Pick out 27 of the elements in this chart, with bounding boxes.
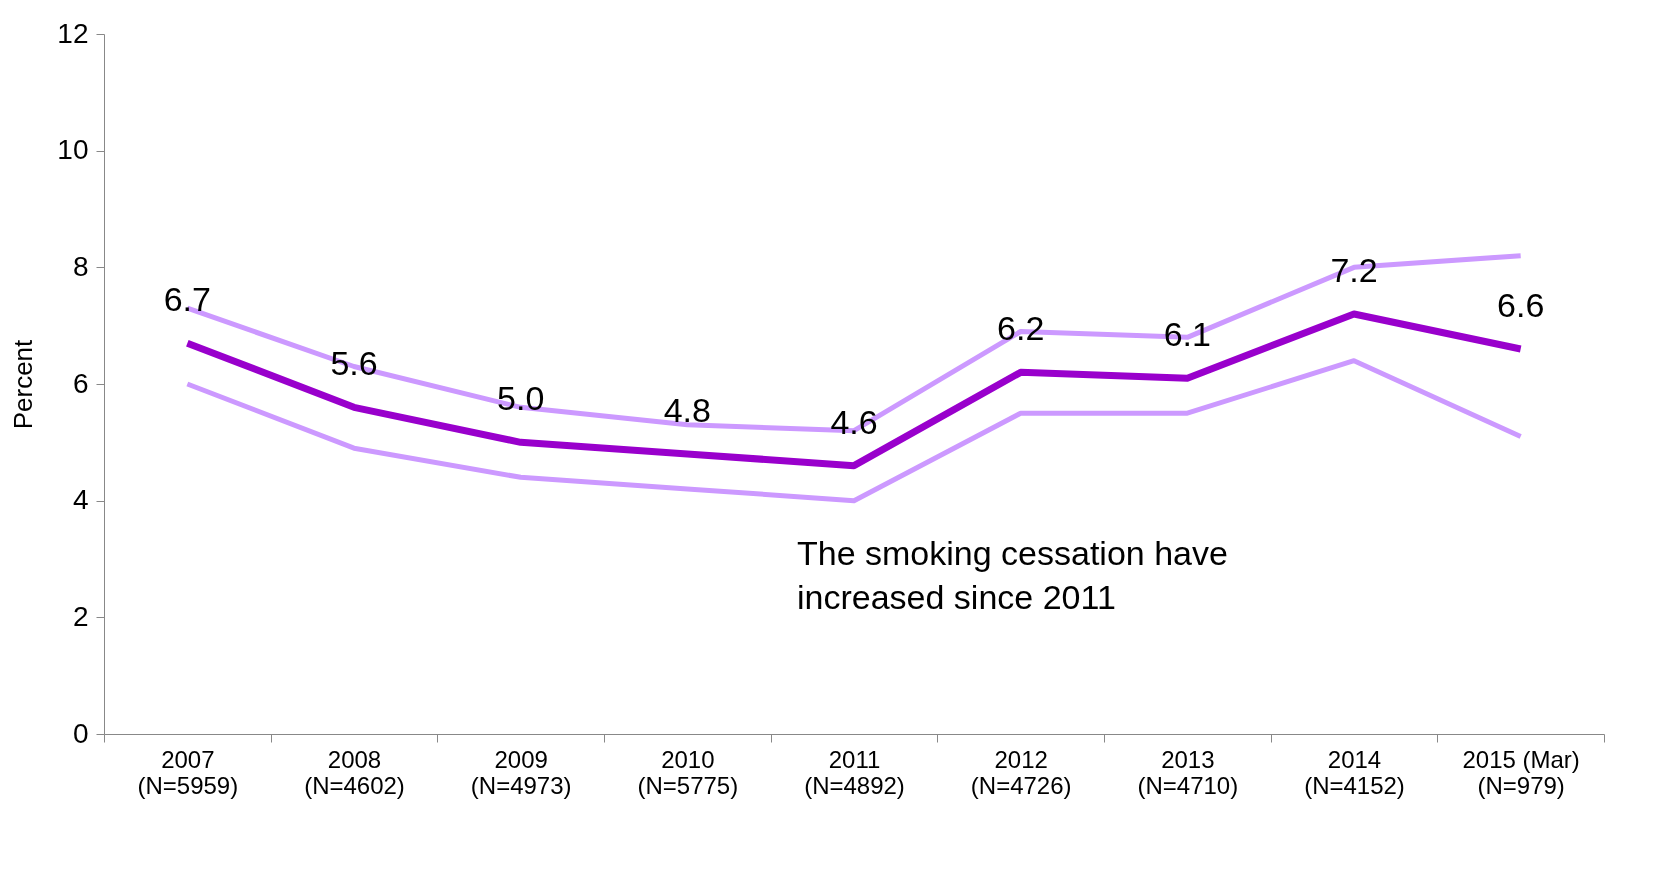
- data-label: 5.6: [330, 344, 378, 383]
- x-tick-label: 2010 (N=5775): [637, 745, 739, 799]
- x-tick-label: 2013 (N=4710): [1137, 745, 1239, 799]
- data-label: 6.6: [1497, 286, 1545, 324]
- data-label: 6.7: [163, 280, 211, 319]
- y-tick-label: 8: [72, 250, 89, 282]
- y-tick-label: 10: [57, 134, 89, 166]
- x-tick-label: 2008 (N=4602): [304, 745, 405, 799]
- y-tick-label: 6: [72, 367, 89, 399]
- annotation: The smoking cessation have increased since 2011: [797, 534, 1228, 616]
- x-tick-label: 2015 (Mar) (N=979): [1462, 745, 1580, 799]
- data-label: 6.2: [997, 309, 1045, 348]
- data-label: 5.0: [497, 379, 545, 418]
- x-tick-label: 2007 (N=5959): [137, 745, 239, 799]
- y-tick-label: 4: [72, 484, 89, 516]
- data-label: 4.6: [830, 402, 878, 441]
- y-tick-label: 2: [72, 600, 89, 632]
- y-axis-title: Percent: [8, 338, 39, 430]
- x-tick-label: 2011 (N=4892): [804, 745, 905, 799]
- y-tick-label: 0: [72, 717, 89, 749]
- data-label: 7.2: [1330, 251, 1378, 289]
- x-tick-label: 2012 (N=4726): [970, 745, 1072, 799]
- y-tick-label: 12: [57, 17, 89, 49]
- data-label: 6.1: [1163, 315, 1211, 354]
- x-tick-label: 2014 (N=4152): [1304, 745, 1405, 799]
- x-tick-label: 2009 (N=4973): [470, 745, 572, 799]
- data-label: 4.8: [663, 391, 711, 429]
